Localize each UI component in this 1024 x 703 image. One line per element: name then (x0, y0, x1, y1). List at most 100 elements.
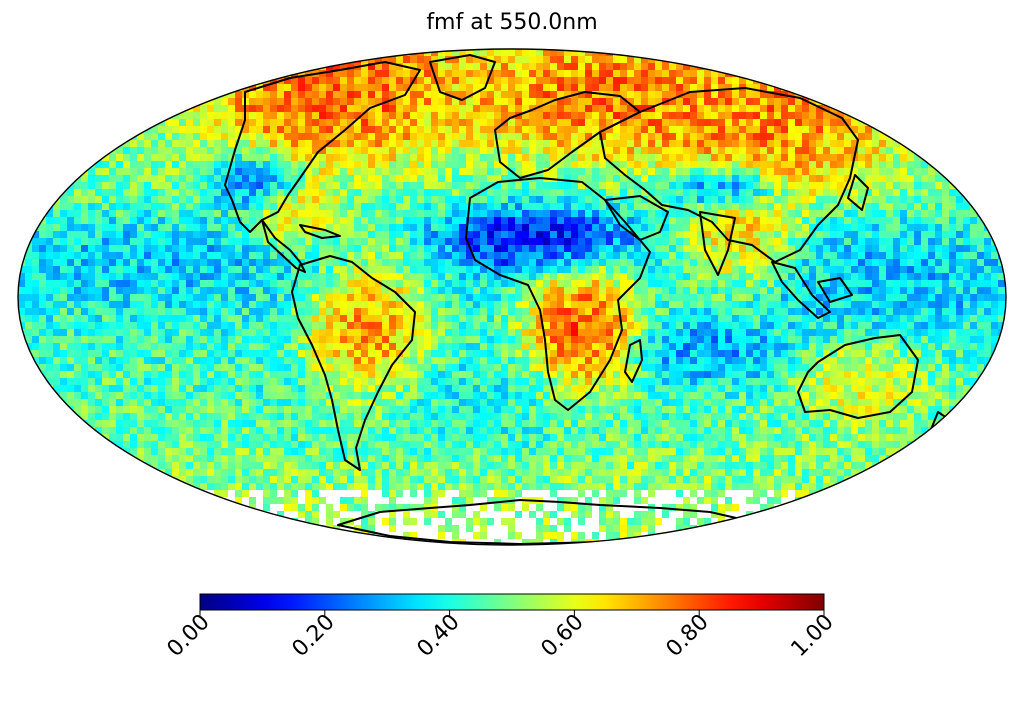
data-cell (676, 175, 684, 183)
data-cell (543, 266, 551, 274)
data-cell (830, 266, 838, 274)
data-cell (81, 245, 89, 253)
data-cell (235, 98, 243, 106)
data-cell (697, 119, 705, 127)
data-cell (942, 245, 950, 253)
data-cell (571, 224, 579, 232)
data-cell (942, 273, 950, 281)
data-cell (389, 336, 397, 344)
data-cell (480, 287, 488, 295)
data-cell (907, 189, 915, 197)
data-cell (844, 133, 852, 141)
data-cell (529, 315, 537, 323)
data-cell (214, 294, 222, 302)
data-cell (39, 294, 47, 302)
data-cell (746, 322, 754, 330)
data-cell (816, 154, 824, 162)
data-cell (193, 273, 201, 281)
data-cell (466, 224, 474, 232)
data-cell (487, 91, 495, 99)
data-cell (305, 147, 313, 155)
data-cell (501, 140, 509, 148)
data-cell (424, 77, 432, 85)
data-cell (655, 119, 663, 127)
data-cell (487, 315, 495, 323)
data-cell (984, 329, 992, 337)
data-cell (914, 196, 922, 204)
data-cell (67, 210, 75, 218)
data-cell (214, 161, 222, 169)
data-cell (816, 217, 824, 225)
data-cell (263, 252, 271, 260)
data-cell (438, 238, 446, 246)
data-cell (298, 231, 306, 239)
data-cell (529, 119, 537, 127)
data-cell (53, 203, 61, 211)
data-cell (256, 189, 264, 197)
data-cell (585, 126, 593, 134)
data-cell (487, 147, 495, 155)
data-cell (298, 126, 306, 134)
data-cell (683, 210, 691, 218)
data-cell (508, 56, 516, 64)
data-cell (522, 182, 530, 190)
data-cell (893, 168, 901, 176)
data-cell (620, 252, 628, 260)
data-cell (158, 336, 166, 344)
data-cell (326, 98, 334, 106)
data-cell (900, 322, 908, 330)
data-cell (809, 224, 817, 232)
data-cell (606, 301, 614, 309)
data-cell (837, 182, 845, 190)
data-cell (298, 301, 306, 309)
data-cell (382, 119, 390, 127)
data-cell (571, 315, 579, 323)
data-cell (186, 294, 194, 302)
data-cell (39, 238, 47, 246)
data-cell (767, 231, 775, 239)
data-cell (88, 203, 96, 211)
data-cell (424, 287, 432, 295)
data-cell (704, 322, 712, 330)
data-cell (718, 91, 726, 99)
data-cell (508, 315, 516, 323)
data-cell (872, 252, 880, 260)
data-cell (95, 315, 103, 323)
data-cell (697, 308, 705, 316)
data-cell (907, 224, 915, 232)
data-cell (935, 329, 943, 337)
data-cell (704, 189, 712, 197)
data-cell (473, 126, 481, 134)
data-cell (739, 294, 747, 302)
data-cell (571, 231, 579, 239)
data-cell (319, 252, 327, 260)
data-cell (830, 238, 838, 246)
data-cell (718, 266, 726, 274)
data-cell (928, 329, 936, 337)
data-cell (809, 154, 817, 162)
data-cell (543, 98, 551, 106)
data-cell (375, 217, 383, 225)
data-cell (270, 84, 278, 92)
data-cell (536, 161, 544, 169)
data-cell (249, 210, 257, 218)
data-cell (193, 252, 201, 260)
data-cell (158, 224, 166, 232)
data-cell (494, 49, 502, 57)
data-cell (361, 140, 369, 148)
data-cell (319, 329, 327, 337)
data-cell (39, 336, 47, 344)
data-cell (529, 189, 537, 197)
data-cell (536, 112, 544, 120)
data-cell (326, 231, 334, 239)
data-cell (536, 63, 544, 71)
data-cell (872, 217, 880, 225)
data-cell (893, 238, 901, 246)
data-cell (179, 210, 187, 218)
data-cell (249, 105, 257, 113)
data-cell (228, 280, 236, 288)
data-cell (515, 273, 523, 281)
data-cell (46, 245, 54, 253)
data-cell (795, 266, 803, 274)
data-cell (165, 175, 173, 183)
